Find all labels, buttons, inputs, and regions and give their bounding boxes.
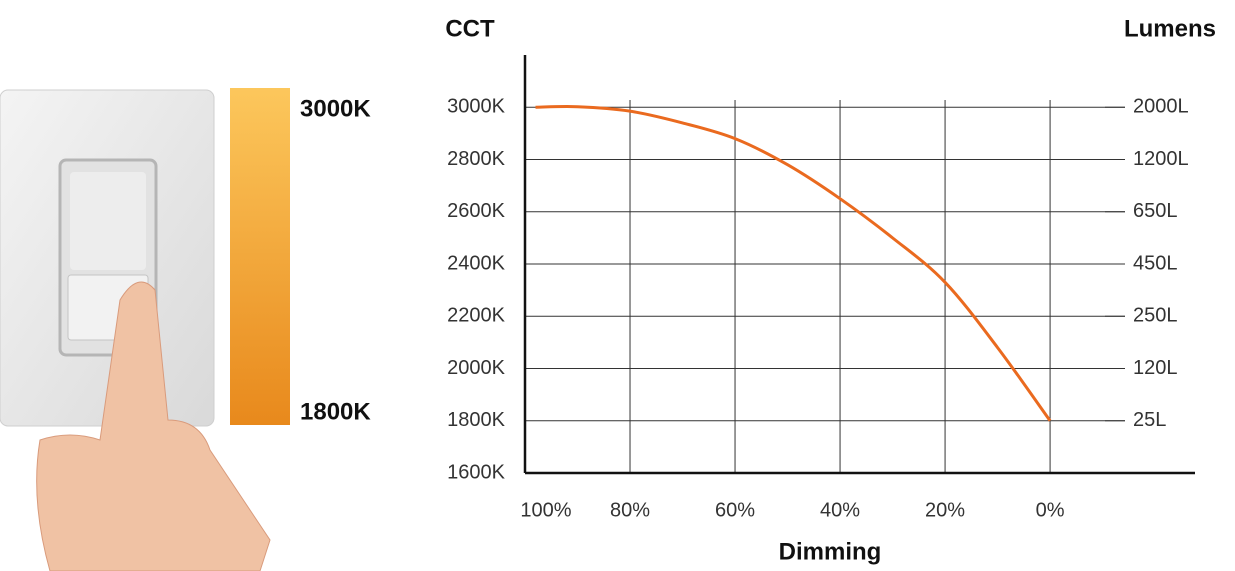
cct-color-bar <box>230 88 290 425</box>
y-tick-label: 2200K <box>447 305 505 327</box>
x-tick-label: 80% <box>610 499 650 521</box>
x-tick-label: 0% <box>1036 499 1065 521</box>
y-tick-label: 2600K <box>447 200 505 222</box>
y-tick-label: 1800K <box>447 409 505 431</box>
y2-tick-label: 2000L <box>1133 96 1189 118</box>
x-tick-label: 60% <box>715 499 755 521</box>
x-axis-title: Dimming <box>779 538 882 565</box>
y-tick-label: 2800K <box>447 148 505 170</box>
y-axis-title: CCT <box>445 15 495 42</box>
y2-tick-label: 120L <box>1133 357 1178 379</box>
scale-top-label: 3000K <box>300 95 371 122</box>
y-tick-label: 3000K <box>447 96 505 118</box>
y-tick-label: 2400K <box>447 252 505 274</box>
y-tick-label: 2000K <box>447 357 505 379</box>
y2-tick-label: 650L <box>1133 200 1178 222</box>
y2-tick-label: 25L <box>1133 409 1166 431</box>
y2-tick-label: 1200L <box>1133 148 1189 170</box>
x-tick-label: 20% <box>925 499 965 521</box>
y-tick-label: 1600K <box>447 461 505 483</box>
y2-axis-title: Lumens <box>1124 15 1216 42</box>
x-tick-label: 100% <box>520 499 571 521</box>
scale-bottom-label: 1800K <box>300 398 371 425</box>
x-tick-label: 40% <box>820 499 860 521</box>
dimmer-switch-illustration <box>0 89 271 571</box>
y2-tick-label: 450L <box>1133 252 1178 274</box>
data-line <box>535 105 1052 422</box>
y2-tick-label: 250L <box>1133 305 1178 327</box>
